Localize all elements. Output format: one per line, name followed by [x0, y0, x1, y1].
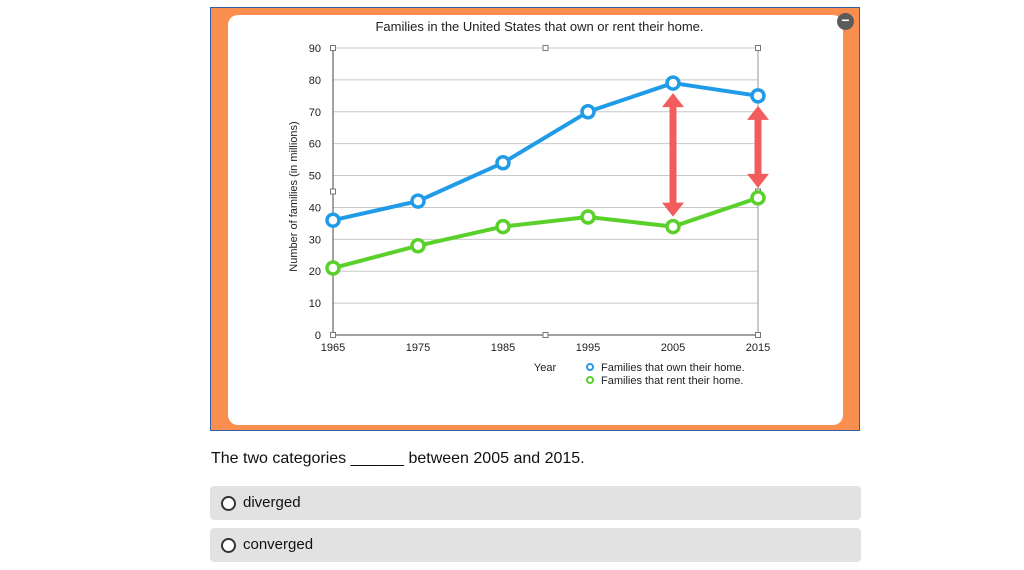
option-label: converged: [243, 536, 314, 553]
x-axis-label: Year: [534, 362, 557, 374]
resize-handle: [755, 332, 761, 338]
chart-title: Families in the United States that own o…: [375, 19, 703, 34]
data-point: [665, 218, 681, 235]
y-tick-label: 80: [309, 75, 321, 87]
radio-icon[interactable]: [221, 496, 236, 511]
resize-handle: [330, 45, 336, 51]
data-point: [495, 155, 511, 171]
x-tick-label: 1985: [491, 342, 515, 354]
y-tick-label: 70: [309, 107, 321, 119]
option-converged[interactable]: converged: [210, 528, 861, 562]
option-diverged[interactable]: diverged: [210, 486, 861, 520]
data-point: [410, 237, 426, 254]
x-tick-label: 1965: [321, 342, 345, 354]
legend-label: Families that rent their home.: [601, 375, 743, 387]
y-tick-label: 10: [309, 298, 321, 310]
y-tick-label: 40: [309, 202, 321, 214]
y-tick-label: 30: [309, 234, 321, 246]
resize-handle: [542, 332, 549, 338]
x-tick-label: 2005: [661, 342, 685, 354]
resize-handle: [755, 45, 761, 51]
x-tick-label: 2015: [746, 342, 770, 354]
line-chart: Families in the United States that own o…: [288, 19, 770, 387]
resize-handle: [330, 188, 336, 195]
data-point: [325, 260, 341, 276]
question-text: The two categories ______ between 2005 a…: [211, 450, 585, 467]
data-point: [580, 209, 596, 225]
legend-marker: [586, 376, 594, 384]
y-tick-label: 0: [315, 330, 321, 342]
legend-label: Families that own their home.: [601, 362, 745, 374]
double-arrow-annotation: [747, 105, 769, 188]
data-point: [495, 218, 511, 235]
radio-icon[interactable]: [221, 538, 236, 553]
data-point: [410, 193, 426, 209]
minus-circle-icon[interactable]: −: [837, 13, 854, 30]
resize-handle: [330, 332, 336, 338]
y-tick-label: 60: [309, 139, 321, 151]
data-point: [750, 190, 766, 206]
data-point: [665, 75, 681, 91]
series-line-2: [332, 195, 759, 270]
legend-marker: [586, 363, 594, 371]
y-tick-label: 20: [309, 266, 321, 278]
double-arrow-annotation: [662, 93, 684, 217]
series-line-1: [332, 81, 759, 223]
option-label: diverged: [243, 494, 301, 511]
chart-frame: [210, 7, 860, 431]
resize-handle: [542, 45, 549, 51]
data-point: [750, 88, 766, 104]
x-tick-label: 1975: [406, 342, 430, 354]
x-tick-label: 1995: [576, 342, 600, 354]
y-tick-label: 90: [309, 43, 321, 55]
y-tick-label: 50: [309, 171, 321, 183]
data-point: [325, 212, 341, 228]
y-axis-label: Number of families (in millions): [288, 121, 300, 271]
data-point: [580, 104, 596, 120]
